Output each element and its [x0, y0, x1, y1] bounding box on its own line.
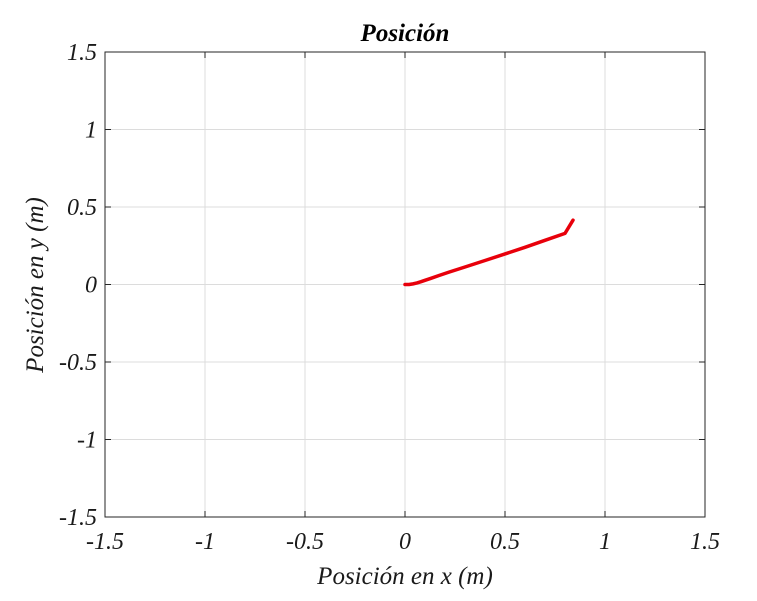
x-tick-label: -1.5 — [86, 529, 124, 555]
x-tick-label: -0.5 — [286, 529, 324, 555]
y-tick-labels: 1.5 1 0.5 0 -0.5 -1 -1.5 — [59, 40, 97, 531]
y-axis-label: Posición en y (m) — [22, 197, 49, 374]
y-tick-label: -1 — [77, 428, 97, 454]
x-tick-label: 0 — [399, 529, 411, 555]
y-tick-label: -1.5 — [59, 505, 97, 531]
x-tick-label: 0.5 — [490, 529, 520, 555]
ticks — [104, 51, 706, 518]
y-tick-label: 1.5 — [67, 40, 97, 66]
x-axis-label: Posición en x (m) — [316, 563, 493, 590]
x-tick-labels: -1.5 -1 -0.5 0 0.5 1 1.5 — [86, 529, 720, 555]
x-tick-label: 1 — [599, 529, 611, 555]
y-tick-label: 0.5 — [67, 195, 97, 221]
y-tick-label: -0.5 — [59, 350, 97, 376]
series-layer — [403, 218, 575, 287]
y-tick-label: 1 — [85, 118, 97, 144]
x-tick-label: -1 — [195, 529, 215, 555]
chart-title: Posición — [360, 20, 450, 47]
series-line — [403, 218, 575, 287]
y-tick-label: 0 — [85, 273, 97, 299]
x-tick-label: 1.5 — [690, 529, 720, 555]
